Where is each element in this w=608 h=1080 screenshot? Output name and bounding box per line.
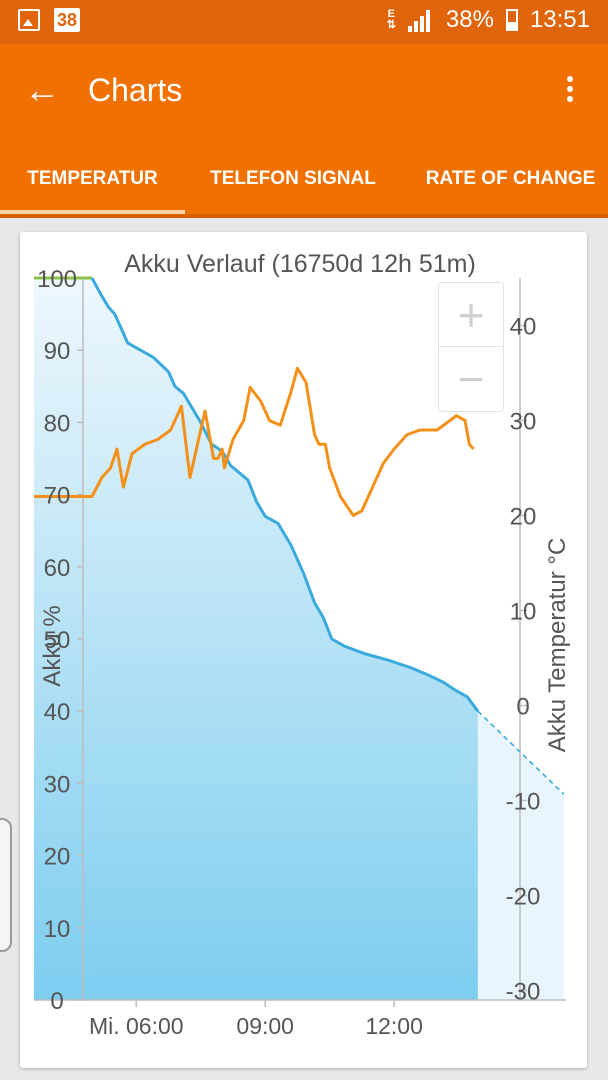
y-right-tick-label: 10 — [510, 599, 537, 626]
zoom-in-button[interactable]: + — [457, 288, 485, 341]
app-bar: ← Charts TEMPERATUR TELEFON SIGNAL RATE … — [0, 44, 608, 218]
y-left-tick-label: 70 — [44, 483, 71, 510]
tab-label: RATE OF CHANGE — [425, 168, 596, 189]
battery-percent: 38% — [445, 6, 494, 33]
more-vert-icon[interactable] — [560, 72, 580, 112]
battery-area — [92, 278, 478, 1000]
y-left-tick-label: 80 — [44, 410, 71, 437]
y-right-axis-label: Akku Temperatur °C — [544, 538, 571, 753]
x-tick-label: Mi. 06:00 — [89, 1013, 184, 1039]
battery-icon — [505, 9, 518, 31]
y-left-tick-label: 60 — [44, 555, 71, 582]
arrow-left-icon[interactable]: ← — [24, 69, 60, 110]
signal-icon — [407, 8, 434, 32]
chart-title: Akku Verlauf (16750d 12h 51m) — [124, 250, 476, 278]
y-right-tick-label: -20 — [506, 884, 541, 911]
y-left-tick-label: 0 — [50, 988, 63, 1015]
network-type: E ⇅ — [386, 8, 396, 31]
zoom-out-button[interactable]: − — [439, 346, 503, 410]
tab-label: TELEFON SIGNAL — [210, 168, 376, 189]
battery-forecast-line — [477, 710, 565, 795]
x-tick-label: 09:00 — [236, 1013, 294, 1039]
page-title: Charts — [88, 72, 183, 108]
tab-telefon-signal[interactable]: TELEFON SIGNAL — [193, 154, 393, 214]
y-right-tick-label: -10 — [506, 789, 541, 816]
temperature-line — [34, 366, 475, 517]
y-left-tick-label: 40 — [44, 699, 71, 726]
gallery-icon — [18, 9, 40, 31]
x-tick-label: 12:00 — [365, 1013, 423, 1039]
y-left-tick-label: 90 — [44, 338, 71, 365]
y-left-tick-label: 20 — [44, 844, 71, 871]
y-left-tick-label: 100 — [37, 266, 77, 293]
y-right-tick-label: 40 — [510, 314, 537, 341]
forecast-area — [477, 711, 564, 1000]
edge-panel-handle[interactable] — [0, 818, 12, 952]
y-left-tick-label: 10 — [44, 916, 71, 943]
y-right-tick-label: 30 — [510, 409, 537, 436]
y-left-tick-label: 30 — [44, 771, 71, 798]
y-right-tick-label: 20 — [510, 504, 537, 531]
y-left-axis-label: Akku % — [39, 605, 66, 686]
notification-badge: 38 — [54, 8, 81, 32]
y-right-tick-label: 0 — [516, 694, 529, 721]
clock: 13:51 — [529, 6, 590, 33]
y-left-tick-label: 50 — [44, 627, 71, 654]
status-bar: 38 E ⇅ 38% 13:51 — [0, 0, 608, 44]
tab-bar-shadow — [0, 214, 608, 218]
tab-rate-of-change[interactable]: RATE OF CHANGE — [413, 154, 608, 214]
y-right-tick-label: -30 — [506, 979, 541, 1006]
tab-label: TEMPERATUR — [27, 168, 158, 189]
zoom-controls: + − — [438, 282, 504, 412]
battery-line — [90, 277, 480, 713]
